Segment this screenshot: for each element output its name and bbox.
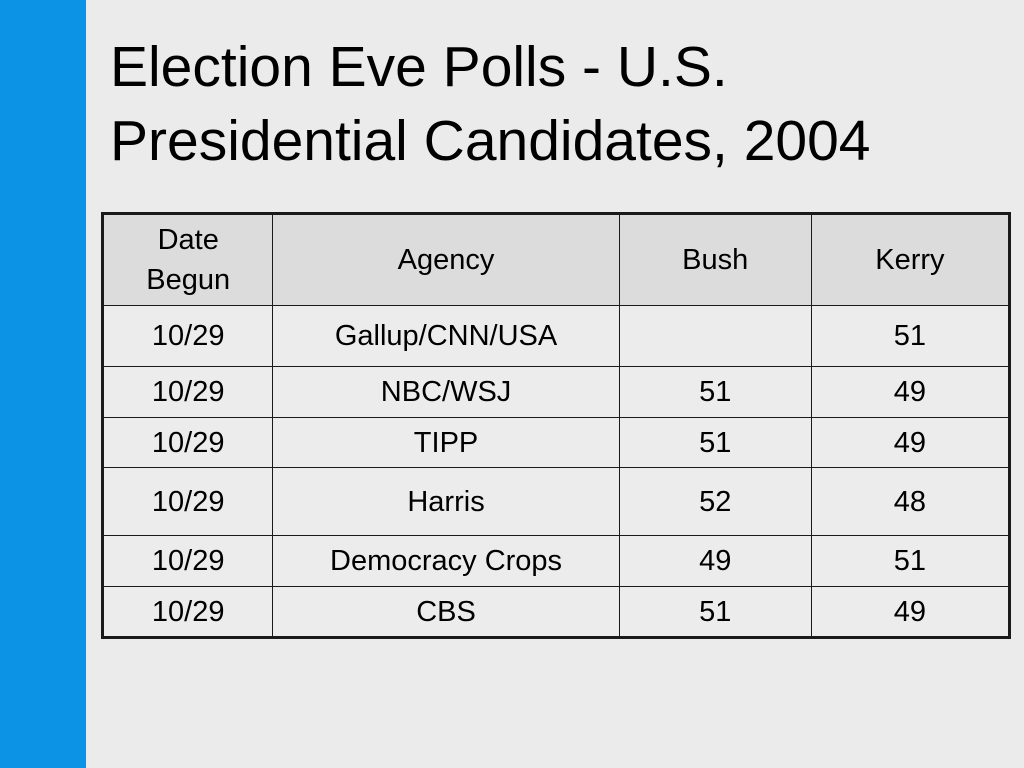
header-agency: Agency xyxy=(272,213,620,306)
table-row: 10/29 Harris 52 48 xyxy=(101,467,1011,536)
cell-kerry: 49 xyxy=(810,586,1011,638)
cell-bush: 49 xyxy=(618,535,812,587)
table-row: 10/29 TIPP 51 49 xyxy=(101,417,1011,468)
cell-bush: 51 xyxy=(618,417,812,468)
cell-date: 10/29 xyxy=(101,467,274,536)
cell-agency: Gallup/CNN/USA xyxy=(272,305,620,367)
cell-agency: TIPP xyxy=(272,417,620,468)
header-kerry: Kerry xyxy=(810,213,1011,306)
cell-agency: NBC/WSJ xyxy=(272,366,620,418)
table-row: 10/29 Gallup/CNN/USA 51 xyxy=(101,305,1011,367)
cell-date: 10/29 xyxy=(101,586,274,638)
table-row: 10/29 CBS 51 49 xyxy=(101,586,1011,638)
table-row: 10/29 NBC/WSJ 51 49 xyxy=(101,366,1011,418)
header-date-begun: Date Begun xyxy=(101,213,274,306)
slide-title: Election Eve Polls - U.S. Presidential C… xyxy=(110,30,1010,178)
cell-bush: 51 xyxy=(618,366,812,418)
polls-table: Date Begun Agency Bush Kerry 10/29 Gallu… xyxy=(101,212,1011,639)
cell-date: 10/29 xyxy=(101,535,274,587)
cell-agency: CBS xyxy=(272,586,620,638)
cell-date: 10/29 xyxy=(101,366,274,418)
header-bush: Bush xyxy=(618,213,812,306)
cell-date: 10/29 xyxy=(101,305,274,367)
header-date-line-2: Begun xyxy=(146,264,231,296)
cell-kerry: 51 xyxy=(810,535,1011,587)
cell-bush xyxy=(618,305,812,367)
cell-agency: Harris xyxy=(272,467,620,536)
cell-kerry: 48 xyxy=(810,467,1011,536)
cell-kerry: 51 xyxy=(810,305,1011,367)
table-row: 10/29 Democracy Crops 49 51 xyxy=(101,535,1011,587)
table-header-row: Date Begun Agency Bush Kerry xyxy=(101,213,1011,306)
cell-agency: Democracy Crops xyxy=(272,535,620,587)
cell-kerry: 49 xyxy=(810,417,1011,468)
cell-kerry: 49 xyxy=(810,366,1011,418)
header-date-line-1: Date xyxy=(157,224,219,256)
cell-bush: 52 xyxy=(618,467,812,536)
cell-date: 10/29 xyxy=(101,417,274,468)
title-line-1: Election Eve Polls - U.S. xyxy=(110,35,728,99)
side-accent-bar xyxy=(0,0,86,768)
cell-bush: 51 xyxy=(618,586,812,638)
title-line-2: Presidential Candidates, 2004 xyxy=(110,109,871,173)
